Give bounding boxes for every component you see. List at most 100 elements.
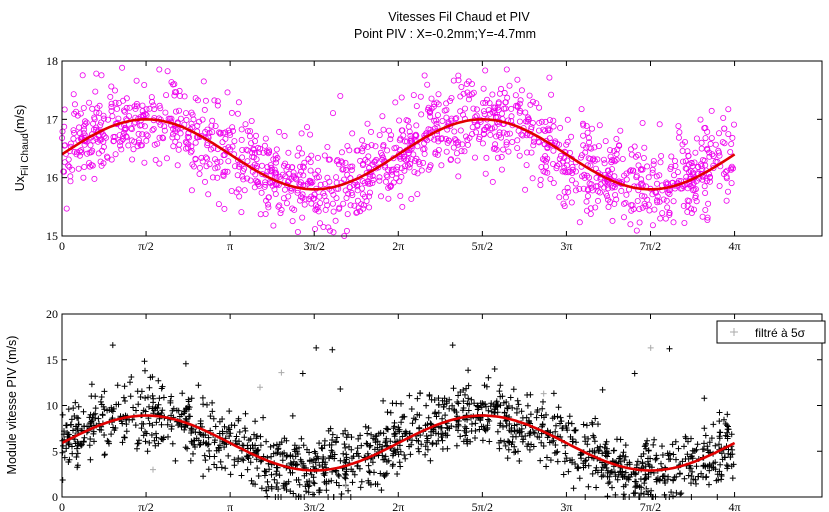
data-point	[137, 394, 144, 400]
data-point	[289, 469, 296, 476]
data-point	[531, 430, 538, 437]
data-point	[457, 127, 464, 134]
data-point	[723, 462, 730, 469]
data-point	[139, 102, 146, 109]
data-point	[425, 166, 432, 173]
data-point	[244, 158, 251, 165]
data-point	[613, 196, 620, 203]
data-point	[724, 433, 731, 440]
data-point	[233, 433, 240, 440]
data-point	[181, 426, 188, 433]
data-point	[475, 135, 482, 142]
data-point	[131, 138, 138, 145]
data-point	[349, 192, 356, 199]
data-point	[465, 407, 472, 414]
data-point	[187, 149, 194, 156]
data-point	[680, 158, 687, 165]
data-point	[439, 446, 446, 452]
data-point	[330, 191, 337, 198]
data-point	[628, 146, 635, 153]
data-point	[293, 176, 300, 183]
data-point	[629, 202, 636, 209]
data-point	[205, 191, 212, 198]
data-point	[716, 441, 722, 448]
data-point	[605, 185, 612, 192]
data-point	[261, 142, 268, 149]
data-point	[713, 477, 720, 484]
data-point	[307, 159, 314, 166]
data-point	[700, 474, 706, 481]
data-point	[429, 441, 436, 448]
data-point	[410, 92, 417, 99]
data-point	[435, 437, 442, 444]
data-point	[217, 158, 224, 165]
data-point	[67, 140, 74, 147]
data-point	[670, 219, 677, 226]
data-point	[676, 470, 683, 477]
data-point	[688, 480, 694, 487]
data-point	[397, 463, 404, 470]
data-point	[697, 116, 704, 123]
data-point	[376, 441, 383, 448]
data-point	[74, 450, 81, 457]
data-point	[289, 412, 296, 419]
y-tick-label: 16	[46, 171, 58, 185]
data-point	[283, 200, 290, 207]
data-point	[358, 442, 365, 449]
data-point	[667, 165, 674, 172]
data-point	[154, 405, 161, 411]
data-point	[486, 438, 493, 445]
data-point	[158, 421, 165, 428]
data-point	[562, 169, 569, 176]
data-point	[564, 138, 571, 145]
data-point	[427, 109, 434, 116]
data-point	[297, 193, 304, 200]
data-point	[397, 192, 404, 199]
outlier-point	[313, 344, 320, 351]
data-point	[287, 488, 294, 495]
data-point	[387, 182, 394, 189]
data-point	[618, 187, 625, 194]
data-point	[106, 406, 113, 413]
data-point	[90, 411, 97, 418]
data-point	[461, 148, 468, 155]
data-point	[529, 120, 536, 127]
data-point	[353, 450, 360, 457]
data-point	[229, 127, 236, 134]
data-point	[209, 174, 216, 181]
data-point	[192, 444, 198, 450]
data-point	[100, 112, 107, 119]
data-point	[453, 150, 460, 157]
y-tick-label: 18	[46, 54, 58, 68]
data-point	[522, 109, 529, 116]
data-point	[681, 219, 688, 226]
data-point	[524, 402, 531, 409]
data-point	[702, 206, 709, 213]
data-point	[709, 151, 716, 158]
data-point	[728, 180, 735, 187]
data-point	[321, 152, 328, 159]
data-point	[350, 453, 357, 460]
data-point	[489, 178, 496, 185]
data-point	[432, 150, 439, 157]
data-point	[447, 156, 454, 163]
data-point	[385, 457, 392, 464]
data-point	[485, 407, 492, 414]
data-point	[182, 138, 189, 145]
data-point	[244, 175, 251, 182]
data-point	[675, 134, 682, 141]
data-point	[258, 162, 265, 169]
data-point	[448, 423, 455, 430]
data-point	[362, 423, 369, 430]
data-point	[88, 381, 95, 388]
data-point	[701, 183, 708, 190]
outlier-point	[530, 98, 537, 105]
data-point	[111, 137, 118, 144]
data-point	[222, 465, 229, 472]
data-point	[123, 104, 130, 111]
data-point	[681, 475, 688, 482]
data-point	[135, 130, 142, 137]
data-point	[491, 107, 498, 114]
data-point	[707, 140, 714, 147]
